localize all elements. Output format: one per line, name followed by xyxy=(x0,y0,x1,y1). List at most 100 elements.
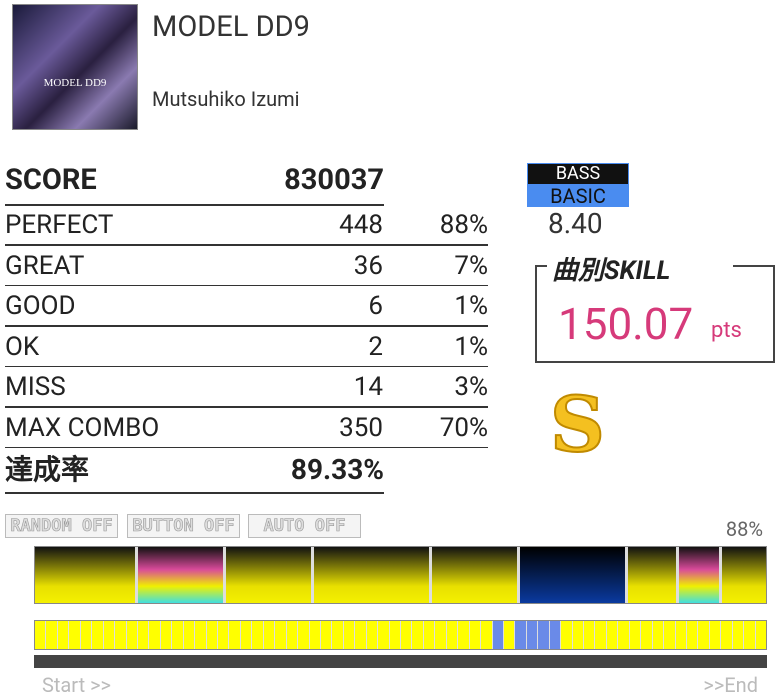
section xyxy=(432,547,517,603)
progress-cell xyxy=(35,621,46,649)
progress-cell xyxy=(538,621,549,649)
progress-cell xyxy=(664,621,675,649)
section xyxy=(314,547,429,603)
progress-cell xyxy=(686,621,698,649)
section xyxy=(520,547,625,603)
progress-cell xyxy=(492,621,503,649)
achievement: 89.33% xyxy=(290,453,384,486)
progress-cell xyxy=(343,621,355,649)
progress-cell xyxy=(195,621,206,649)
judge-percent: 1% xyxy=(454,291,488,321)
progress-cell xyxy=(446,621,458,649)
section-graph xyxy=(34,546,767,604)
judge-percent: 3% xyxy=(454,372,488,402)
judge-percent: 7% xyxy=(454,250,488,281)
progress-cell xyxy=(561,621,572,649)
progress-cell xyxy=(332,621,343,649)
instrument: BASS xyxy=(527,163,629,185)
progress-cell xyxy=(46,621,57,649)
start-label: Start >> xyxy=(42,673,111,697)
section xyxy=(679,547,719,603)
progress-cell xyxy=(115,621,126,649)
judge-label: GREAT xyxy=(5,250,85,281)
progress-cell xyxy=(286,621,298,649)
judge-label: OK xyxy=(5,331,40,362)
progress-cell xyxy=(69,621,80,649)
progress-cell xyxy=(309,621,320,649)
separator xyxy=(5,492,384,494)
level: 8.40 xyxy=(548,207,603,240)
progress-cell xyxy=(584,621,595,649)
progress-cell xyxy=(435,621,446,649)
option: RANDOM OFF xyxy=(5,514,118,538)
progress-cell xyxy=(389,621,400,649)
judge-percent: 1% xyxy=(454,331,488,362)
achievement-row: 達成率 89.33% xyxy=(5,450,384,490)
progress-cell xyxy=(709,621,721,649)
progress-graph xyxy=(34,620,767,650)
separator xyxy=(5,446,488,448)
progress-cell xyxy=(263,621,275,649)
progress-cell xyxy=(744,621,755,649)
skill-header: 曲別SKILL xyxy=(552,256,671,286)
progress-cell xyxy=(320,621,332,649)
progress-cell xyxy=(412,621,423,649)
frame xyxy=(733,265,773,267)
progress-cell xyxy=(206,621,217,649)
progress-cell xyxy=(755,621,766,649)
progress-cell xyxy=(355,621,366,649)
progress-cell xyxy=(126,621,137,649)
section xyxy=(722,547,766,603)
progress-cell xyxy=(526,621,538,649)
judge-percent: 70% xyxy=(439,412,488,443)
judge-label: MAX COMBO xyxy=(5,412,160,443)
progress-cell xyxy=(252,621,263,649)
progress-cell xyxy=(606,621,618,649)
jacket-text: MODEL DD9 xyxy=(43,77,107,89)
progress-cell xyxy=(92,621,103,649)
progress-cell xyxy=(218,621,229,649)
judge-row: MAX COMBO 350 70% xyxy=(5,408,488,448)
separator xyxy=(5,204,384,206)
progress-cell xyxy=(366,621,378,649)
skill-box xyxy=(535,265,775,363)
section xyxy=(226,547,311,603)
frame xyxy=(535,265,547,267)
score-label: SCORE xyxy=(5,163,97,197)
progress-cell xyxy=(469,621,481,649)
graph-percent: 88% xyxy=(725,517,763,541)
separator xyxy=(5,365,488,367)
rank: S xyxy=(549,379,606,470)
judge-row: GOOD 6 1% xyxy=(5,286,488,326)
progress-cell xyxy=(698,621,709,649)
progress-cell xyxy=(641,621,652,649)
progress-cell xyxy=(549,621,561,649)
progress-cell xyxy=(160,621,172,649)
score-row: SCORE 830037 xyxy=(5,160,384,200)
judge-count: 2 xyxy=(368,331,383,362)
option: AUTO OFF xyxy=(248,514,361,538)
separator xyxy=(5,284,488,286)
judge-row: PERFECT 448 88% xyxy=(5,205,488,245)
progress-cell xyxy=(732,621,744,649)
progress-cell xyxy=(229,621,240,649)
progress-cell xyxy=(240,621,252,649)
option: BUTTON OFF xyxy=(127,514,240,538)
progress-cell xyxy=(80,621,92,649)
separator xyxy=(5,406,488,408)
progress-cell xyxy=(183,621,195,649)
skill-unit: pts xyxy=(711,318,742,343)
progress-cell xyxy=(618,621,629,649)
section xyxy=(628,547,676,603)
progress-cell xyxy=(652,621,664,649)
judge-percent: 88% xyxy=(439,210,488,240)
end-label: >>End xyxy=(703,673,758,697)
progress-bar xyxy=(34,655,767,668)
song-title: MODEL DD9 xyxy=(152,10,310,44)
progress-cell xyxy=(149,621,160,649)
progress-cell xyxy=(503,621,515,649)
section xyxy=(138,547,223,603)
separator xyxy=(5,325,488,327)
judge-count: 14 xyxy=(353,372,383,402)
progress-cell xyxy=(629,621,641,649)
